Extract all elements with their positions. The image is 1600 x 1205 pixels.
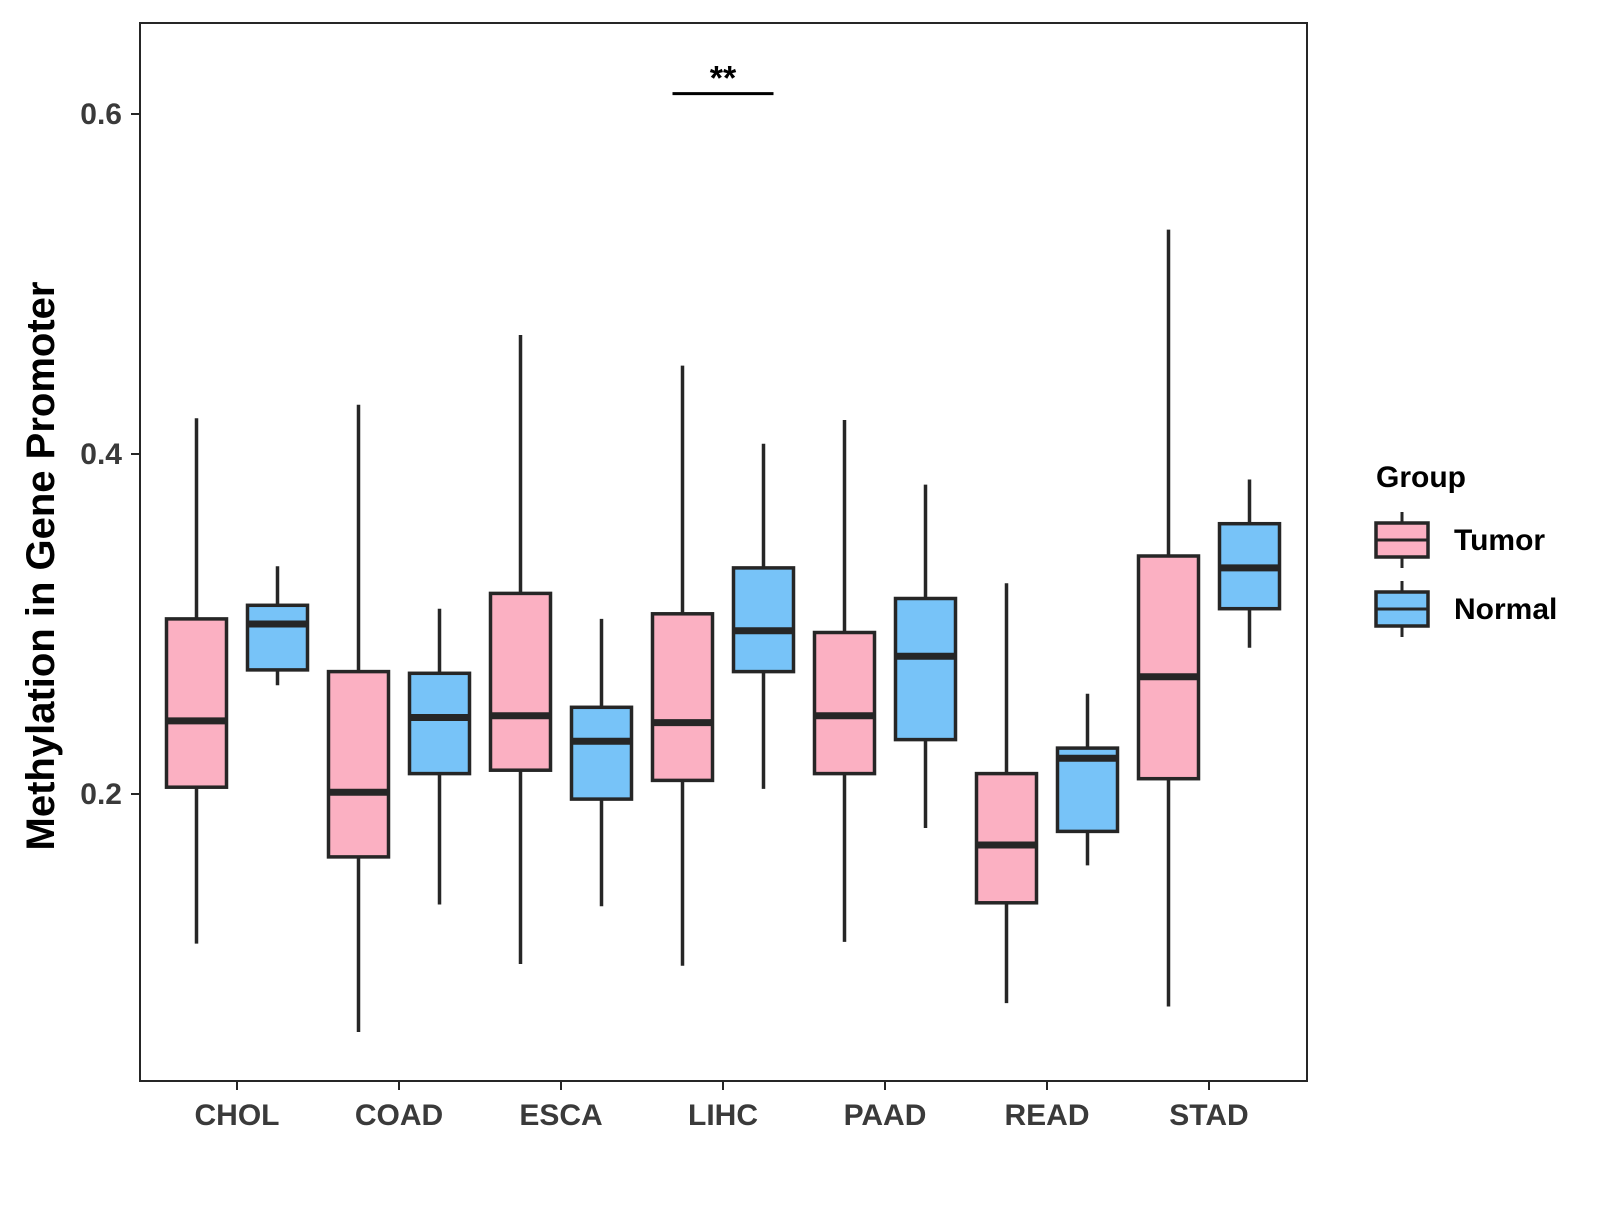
box-tumor-read — [974, 583, 1039, 1004]
y-tick-label: 0.6 — [80, 98, 122, 131]
y-tick-label: 0.4 — [80, 438, 122, 471]
x-tick-label-esca: ESCA — [519, 1099, 602, 1132]
y-axis: 0.2 0.4 0.6 — [80, 98, 140, 811]
box-normal-paad — [893, 484, 958, 828]
box-tumor-esca — [488, 335, 553, 964]
box-normal-stad — [1217, 479, 1282, 648]
x-tick-label-read: READ — [1004, 1099, 1089, 1132]
box-normal-esca — [569, 618, 634, 907]
legend-entry-tumor: Tumor — [1374, 512, 1545, 568]
box-body — [164, 617, 229, 789]
box-body — [812, 630, 877, 776]
box-normal-read — [1055, 693, 1120, 866]
box-body — [893, 596, 958, 742]
box-tumor-chol — [164, 418, 229, 944]
boxes-layer — [164, 229, 1282, 1032]
y-tick-label: 0.2 — [80, 778, 122, 811]
box-normal-lihc — [731, 443, 796, 789]
box-tumor-stad — [1136, 229, 1201, 1007]
box-tumor-paad — [812, 420, 877, 942]
box-body — [488, 591, 553, 772]
box-tumor-coad — [326, 404, 391, 1032]
legend-label-tumor: Tumor — [1454, 524, 1545, 557]
x-axis: CHOL COAD ESCA LIHC PAAD READ STAD — [195, 1081, 1249, 1132]
x-tick-label-chol: CHOL — [195, 1099, 280, 1132]
box-normal-chol — [245, 566, 310, 686]
legend-label-normal: Normal — [1454, 593, 1557, 626]
box-tumor-lihc — [650, 365, 715, 966]
significance-label: ** — [710, 60, 737, 98]
box-body — [407, 671, 472, 776]
y-axis-title: Methylation in Gene Promoter — [19, 282, 63, 851]
box-body — [569, 705, 634, 801]
x-tick-label-stad: STAD — [1169, 1099, 1248, 1132]
box-body — [650, 612, 715, 783]
x-tick-label-lihc: LIHC — [688, 1099, 758, 1132]
box-body — [1055, 746, 1120, 834]
legend-entry-normal: Normal — [1374, 581, 1557, 637]
box-body — [245, 603, 310, 672]
box-body — [326, 669, 391, 859]
plot-panel-border — [139, 22, 1308, 1082]
legend-title: Group — [1376, 461, 1466, 494]
legend: Group Tumor Normal — [1374, 461, 1557, 637]
box-body — [1136, 554, 1201, 781]
annotation-layer: ** — [672, 60, 774, 98]
box-body — [731, 566, 796, 674]
x-tick-label-paad: PAAD — [844, 1099, 927, 1132]
x-tick-label-coad: COAD — [355, 1099, 443, 1132]
legend-entries: Tumor Normal — [1374, 512, 1557, 637]
box-normal-coad — [407, 608, 472, 905]
box-body — [974, 771, 1039, 905]
